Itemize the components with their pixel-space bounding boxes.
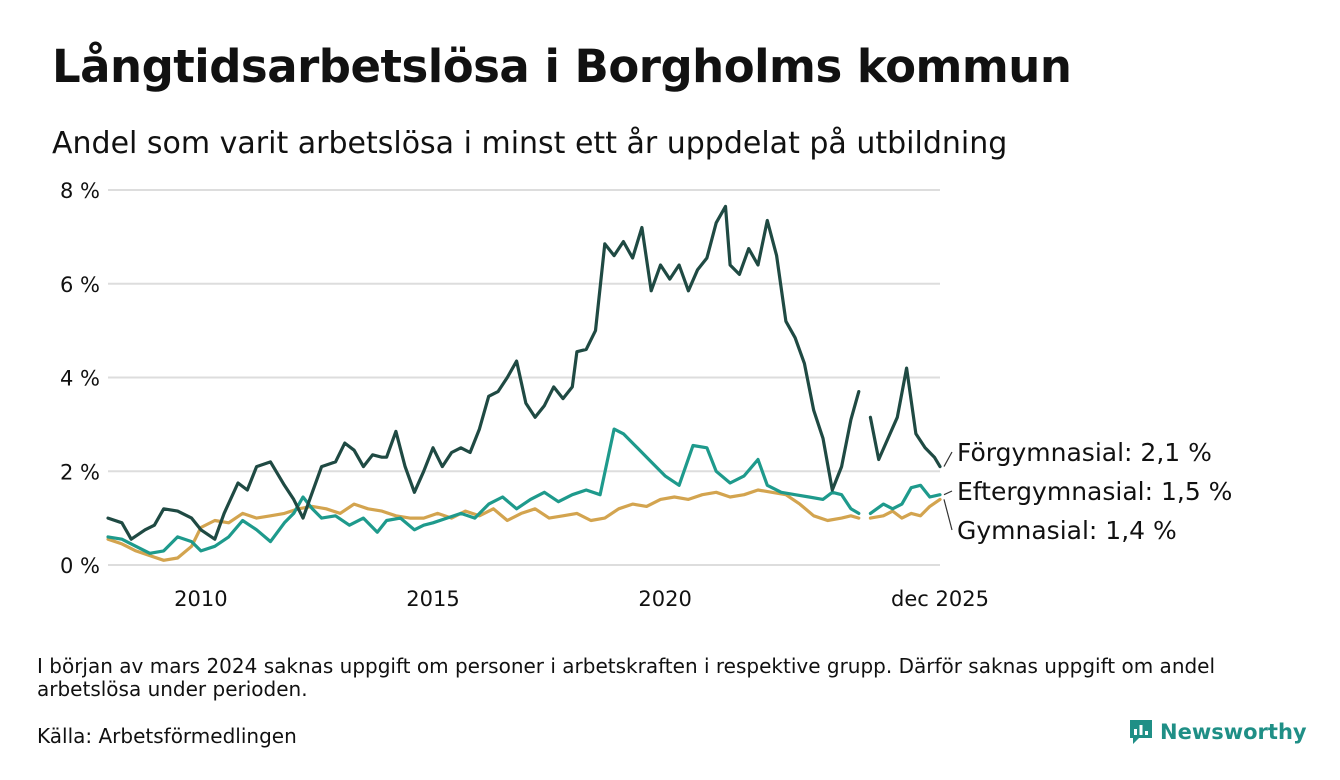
series-line-eftergymnasial <box>106 427 861 555</box>
x-tick-label: 2015 <box>406 587 459 611</box>
footnote: I början av mars 2024 saknas uppgift om … <box>37 654 1216 701</box>
series-line-eftergymnasial-after-gap <box>868 483 942 515</box>
series-line-gymnasial <box>106 488 861 562</box>
y-tick-label: 8 % <box>60 179 100 203</box>
x-tick-label: dec 2025 <box>891 587 989 611</box>
label-leader-forgymnasial <box>943 451 953 467</box>
series-label-eftergymnasial: Eftergymnasial: 1,5 % <box>957 477 1232 506</box>
newsworthy-logo: Newsworthy <box>1128 718 1307 746</box>
series-label-gymnasial: Gymnasial: 1,4 % <box>957 516 1177 545</box>
line-chart: 0 % 2 % 4 % 6 % 8 % 2010 2015 2020 dec 2025 För… <box>60 179 1232 611</box>
chart-subtitle: Andel som varit arbetslösa i minst ett å… <box>52 126 1008 161</box>
series-labels: Förgymnasial: 2,1 % Eftergymnasial: 1,5 %… <box>943 438 1232 545</box>
y-tick-label: 0 % <box>60 554 100 578</box>
series-label-forgymnasial: Förgymnasial: 2,1 % <box>957 438 1212 467</box>
label-leader-eftergymnasial <box>943 490 953 496</box>
source-text: Källa: Arbetsförmedlingen <box>37 724 297 748</box>
gridlines <box>108 189 940 566</box>
brand-name: Newsworthy <box>1160 720 1307 744</box>
series-line-forgymnasial <box>106 204 861 541</box>
y-tick-label: 2 % <box>60 460 100 484</box>
x-axis: 2010 2015 2020 dec 2025 <box>174 587 989 611</box>
series-line-gymnasial-after-gap <box>868 497 942 520</box>
chart-title: Långtidsarbetslösa i Borgholms kommun <box>52 40 1072 93</box>
y-axis: 0 % 2 % 4 % 6 % 8 % <box>60 179 100 578</box>
y-tick-label: 6 % <box>60 273 100 297</box>
x-tick-label: 2020 <box>638 587 691 611</box>
series-line-forgymnasial-after-gap <box>868 366 942 469</box>
newsworthy-logo-icon <box>1130 720 1152 744</box>
x-tick-label: 2010 <box>174 587 227 611</box>
label-leader-gymnasial <box>943 499 953 531</box>
series-lines <box>106 204 942 562</box>
y-tick-label: 4 % <box>60 367 100 391</box>
